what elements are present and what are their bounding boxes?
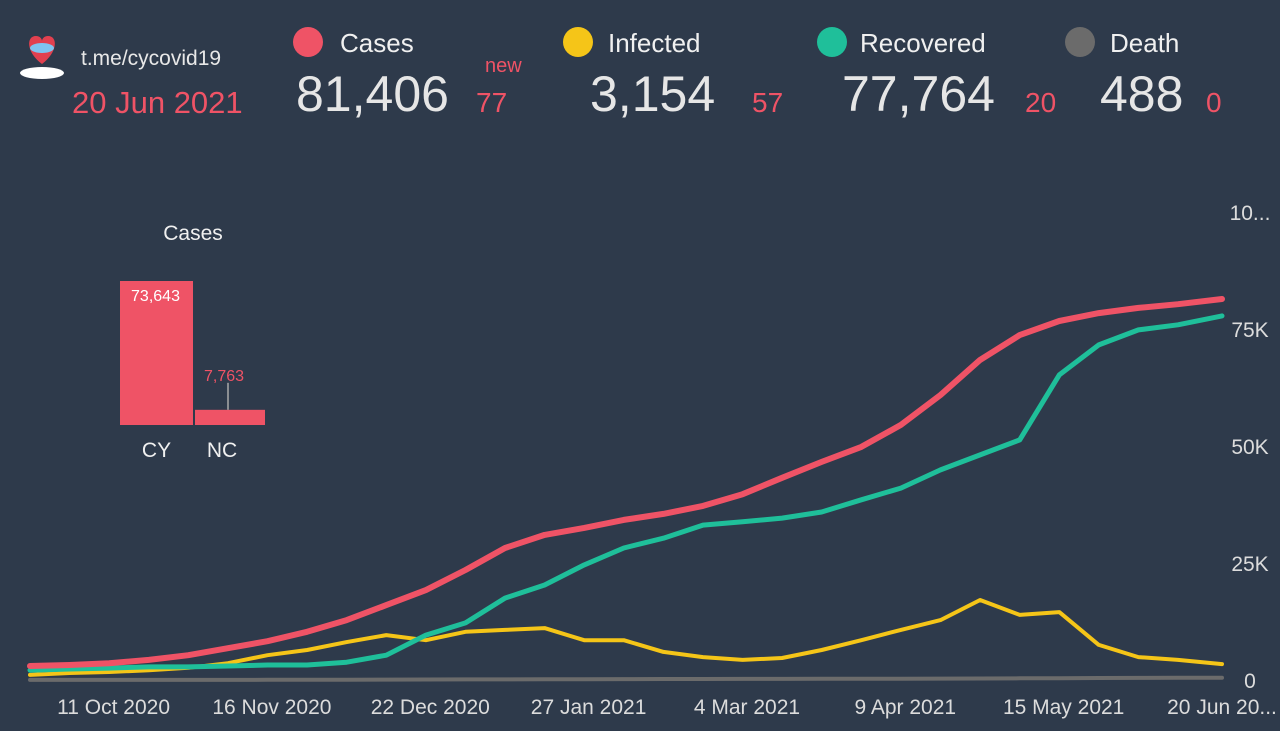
y-tick-label: 50K [1231, 436, 1268, 459]
x-tick-label: 27 Jan 2021 [531, 696, 647, 719]
x-tick-label: 22 Dec 2020 [371, 696, 490, 719]
x-tick-label: NC [207, 439, 237, 462]
stat-new: 20 [1025, 87, 1056, 118]
y-tick-label: 10... [1230, 202, 1271, 225]
line [27, 313, 1225, 673]
logo [20, 36, 64, 79]
bar [195, 409, 265, 425]
stat-total: 81,406 [296, 66, 449, 122]
line [27, 296, 1225, 669]
legend-swatch [817, 27, 847, 57]
link: t.me/cycovid19 [81, 47, 221, 70]
legend-swatch [1065, 27, 1095, 57]
stat-total: 77,764 [842, 66, 995, 122]
stat-total: 3,154 [590, 66, 715, 122]
x-tick-label: CY [142, 439, 171, 462]
stat-new: 0 [1206, 87, 1222, 118]
data-label: 73,643 [131, 288, 180, 305]
legend-swatch [563, 27, 593, 57]
legend-label: Infected [608, 28, 701, 58]
stat-total: 488 [1100, 66, 1183, 122]
x-tick-label: 11 Oct 2020 [57, 696, 170, 719]
y-tick-label: 25K [1231, 553, 1268, 576]
inset-title: Cases [163, 222, 223, 245]
x-tick-label: 16 Nov 2020 [212, 696, 331, 719]
stat-new: 77 [476, 87, 507, 118]
y-tick-label: 0 [1244, 670, 1256, 693]
x-tick-label: 20 Jun 20... [1167, 696, 1277, 719]
y-tick-label: 75K [1231, 319, 1268, 342]
legend-swatch [293, 27, 323, 57]
stat-new: 57 [752, 87, 783, 118]
bar [120, 281, 193, 425]
new-label: new [485, 55, 522, 77]
line [28, 675, 1224, 682]
line [28, 598, 1224, 677]
x-tick-label: 4 Mar 2021 [694, 696, 800, 719]
x-tick-label: 9 Apr 2021 [855, 696, 957, 719]
x-tick-label: 15 May 2021 [1003, 696, 1124, 719]
date: 20 Jun 2021 [72, 85, 243, 120]
legend-label: Cases [340, 28, 414, 58]
legend-label: Death [1110, 28, 1179, 58]
legend-label: Recovered [860, 28, 986, 58]
data-label: 7,763 [204, 368, 244, 385]
